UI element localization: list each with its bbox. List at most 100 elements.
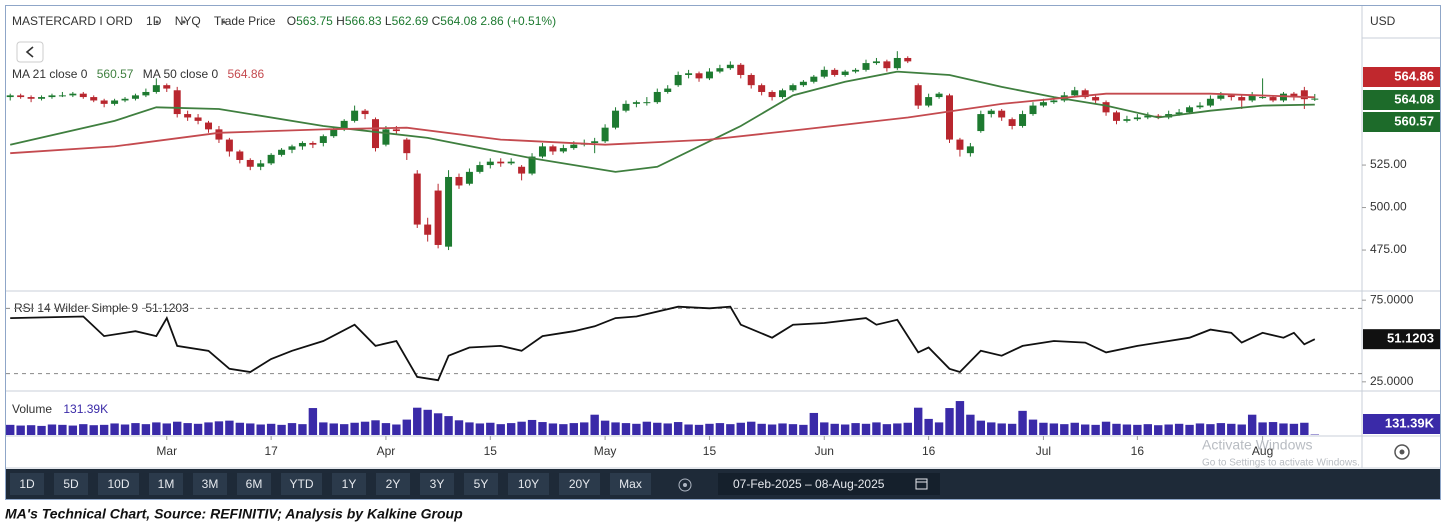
candle-body	[205, 122, 213, 130]
legend-value: 560.57	[97, 67, 134, 81]
calendar-icon	[915, 478, 928, 490]
candle-body	[1039, 102, 1047, 106]
candle-body	[142, 91, 150, 96]
candle-body	[872, 61, 880, 64]
y-tick-label: 475.00	[1370, 242, 1407, 256]
volume-bar	[705, 423, 714, 435]
x-tick-label: 16	[922, 444, 936, 458]
volume-bar	[1060, 424, 1069, 435]
range-button[interactable]	[559, 473, 600, 495]
value-badge	[1363, 112, 1440, 132]
volume-bar	[851, 423, 860, 435]
range-button[interactable]	[508, 473, 549, 495]
range-button-label: 6M	[246, 477, 263, 491]
volume-bar	[246, 423, 255, 435]
settings-icon[interactable]	[1394, 444, 1410, 460]
volume-bar	[6, 424, 15, 435]
volume-bar	[1143, 424, 1152, 435]
range-button[interactable]	[193, 473, 227, 495]
change: 2.86	[480, 14, 504, 28]
range-button-label: 10Y	[518, 477, 539, 491]
range-button-label: 10D	[107, 477, 129, 491]
volume-bar	[89, 425, 98, 435]
candle-body	[330, 129, 338, 137]
candle-body	[486, 161, 494, 166]
compare-icon[interactable]	[678, 478, 692, 492]
volume-bar	[945, 408, 954, 435]
volume-bar	[736, 422, 745, 435]
volume-bar	[548, 423, 558, 435]
volume-bar	[1289, 423, 1299, 435]
candle-body	[1123, 119, 1131, 121]
candle-body	[476, 165, 484, 172]
range-button[interactable]	[98, 473, 139, 495]
change-pct: (+0.51%)	[507, 14, 556, 28]
range-button[interactable]	[149, 473, 183, 495]
volume-bar	[193, 423, 203, 435]
volume-bar	[475, 423, 485, 435]
ma-legend: MA 21 close 0 560.57 MA 50 close 0 564.8…	[12, 67, 265, 81]
volume-bar	[1018, 410, 1027, 435]
volume-bar	[590, 414, 599, 435]
candle-body	[831, 69, 839, 75]
collapse-button[interactable]	[16, 41, 44, 63]
volume-bar	[37, 425, 46, 435]
range-button[interactable]	[237, 473, 271, 495]
candle-body	[48, 95, 56, 98]
volume-bar	[433, 413, 443, 435]
volume-bar	[58, 424, 67, 435]
frame	[5, 5, 1441, 500]
candle-body	[1029, 105, 1037, 115]
volume-bar	[256, 424, 265, 435]
range-button[interactable]	[420, 473, 454, 495]
range-button[interactable]	[464, 473, 498, 495]
compare-icon-dot	[683, 483, 687, 487]
candle-body	[1019, 114, 1027, 126]
volume-bar	[1216, 423, 1226, 435]
range-button[interactable]	[332, 473, 366, 495]
volume-bar	[486, 422, 495, 435]
range-button[interactable]	[376, 473, 410, 495]
volume-bar	[1279, 423, 1288, 435]
volume-bar	[350, 422, 359, 435]
line-series	[10, 305, 1316, 382]
compare-button[interactable]	[678, 478, 692, 492]
range-button[interactable]	[10, 473, 44, 495]
volume-bar	[1070, 422, 1079, 435]
legend-label: MA 50 close 0	[143, 67, 219, 81]
candle-body	[298, 142, 306, 147]
ohlc-prefix: H	[336, 14, 345, 28]
symbol: MASTERCARD I ORD	[12, 14, 133, 28]
volume-bar	[569, 423, 578, 435]
volume-bar	[339, 424, 349, 435]
x-tick-label: Jun	[815, 444, 834, 458]
range-button[interactable]	[610, 473, 651, 495]
x-tick-label: 16	[1131, 444, 1145, 458]
range-button-label: 5D	[63, 477, 79, 491]
volume-bar	[371, 420, 380, 435]
candle-body	[977, 114, 985, 132]
volume-bar	[319, 422, 328, 435]
date-range-box[interactable]	[718, 473, 940, 495]
volume-bar	[955, 401, 965, 435]
range-button[interactable]	[281, 473, 322, 495]
volume-bar	[913, 407, 923, 435]
candle-body	[1050, 100, 1058, 103]
candle-body	[1269, 97, 1277, 101]
candle-body	[434, 190, 442, 245]
date-range-picker[interactable]: 07-Feb-2025 – 08-Aug-2025	[718, 473, 940, 495]
button-frame[interactable]	[16, 41, 44, 63]
settings-button[interactable]	[1394, 444, 1410, 460]
date-range: 07-Feb-2025 – 08-Aug-2025	[733, 477, 885, 491]
range-button[interactable]	[54, 473, 88, 495]
candle-body	[528, 156, 536, 174]
close: 564.08	[440, 14, 477, 28]
volume-bar	[1133, 424, 1142, 435]
candle-body	[862, 63, 870, 70]
x-tick-label: Mar	[156, 444, 177, 458]
volume-bar	[673, 422, 683, 435]
y-tick-label: 25.0000	[1370, 374, 1414, 388]
volume-bar	[1247, 414, 1257, 435]
range-button-label: 1D	[19, 477, 35, 491]
range-button-label: YTD	[290, 477, 314, 491]
